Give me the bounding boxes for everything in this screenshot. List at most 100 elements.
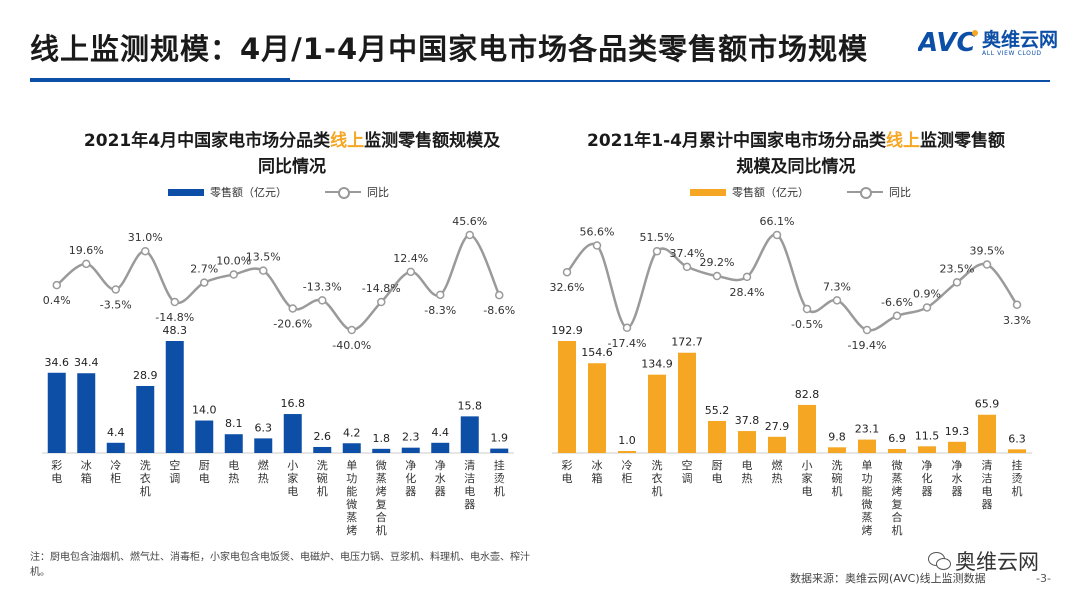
- yoy-value-label: 31.0%: [128, 231, 163, 244]
- yoy-point: [862, 325, 872, 335]
- legend-bar-swatch: [690, 188, 726, 196]
- bar-小家电: [283, 414, 302, 453]
- legend-bar-swatch: [168, 188, 204, 196]
- yoy-point: [377, 297, 386, 307]
- svg-text:AVC: AVC: [918, 28, 976, 58]
- yoy-point: [832, 296, 842, 305]
- bar-冷柜: [106, 442, 125, 453]
- right-chart-title-highlight: 线上: [886, 131, 921, 151]
- logo-text-cn: 奥维云网: [982, 29, 1059, 51]
- bar-value-label: 19.3: [945, 425, 970, 438]
- category-label-char: 器: [435, 485, 446, 498]
- category-label-char: 器: [405, 485, 416, 498]
- bar-洗碗机: [828, 447, 846, 453]
- yoy-value-label: 56.6%: [580, 226, 615, 239]
- avc-logo-mark-icon: AVC: [918, 28, 978, 58]
- category-label-char: 箱: [81, 471, 92, 485]
- bar-彩电: [558, 341, 576, 453]
- category-label-char: 电: [464, 485, 475, 498]
- yoy-value-label: -0.5%: [791, 318, 823, 331]
- bar-彩电: [47, 372, 66, 453]
- category-label-char: 烤: [862, 523, 873, 537]
- category-label-char: 机: [376, 523, 387, 537]
- category-label-char: 清: [464, 459, 475, 472]
- category-label-char: 家: [802, 471, 813, 485]
- category-label-char: 净: [922, 458, 933, 472]
- right-legend: 零售额（亿元） 同比: [690, 184, 911, 200]
- yoy-value-label: 51.5%: [640, 231, 675, 244]
- category-label-char: 衣: [652, 471, 663, 485]
- yoy-point: [406, 267, 415, 277]
- bar-空调: [165, 341, 184, 453]
- category-label-char: 洗: [140, 459, 151, 472]
- category-label-char: 冰: [592, 459, 603, 472]
- category-label-char: 洗: [832, 459, 843, 472]
- yoy-point: [652, 246, 662, 256]
- category-label-char: 化: [922, 471, 933, 485]
- category-label-char: 燃: [772, 458, 783, 472]
- bar-洗碗机: [313, 446, 332, 453]
- bar-value-label: 1.0: [618, 434, 636, 447]
- category-label-char: 电: [802, 485, 813, 498]
- category-label-char: 彩: [562, 459, 573, 472]
- yoy-value-label: 10.0%: [216, 255, 251, 268]
- bar-value-label: 37.8: [735, 414, 760, 427]
- bar-洗衣机: [648, 374, 666, 453]
- category-label-char: 冷: [110, 459, 121, 472]
- right-chart-title-part2: 监测零售额规模及同比情况: [736, 131, 1006, 177]
- yoy-value-label: -20.6%: [273, 317, 312, 330]
- bar-value-label: 11.5: [915, 429, 940, 442]
- yoy-point: [52, 280, 61, 290]
- category-label-char: 电: [228, 459, 239, 472]
- yoy-value-label: -17.4%: [608, 337, 647, 350]
- category-label-char: 电: [51, 472, 62, 485]
- category-label-char: 洗: [317, 459, 328, 472]
- category-label-char: 燃: [258, 458, 269, 472]
- category-label-char: 蒸: [862, 511, 873, 524]
- yoy-value-label: 39.5%: [970, 245, 1005, 258]
- category-label-char: 能: [346, 484, 357, 498]
- yoy-point: [436, 290, 445, 300]
- category-label-char: 机: [892, 523, 903, 537]
- yoy-value-label: 0.4%: [43, 294, 71, 307]
- bar-单功能微蒸烤: [858, 439, 876, 453]
- category-label-char: 小: [287, 459, 298, 472]
- category-label-char: 衣: [140, 471, 151, 485]
- category-label-char: 挂: [1012, 458, 1023, 472]
- yoy-value-label: 2.7%: [190, 263, 218, 276]
- bar-value-label: 134.9: [641, 358, 673, 371]
- category-label-char: 能: [862, 484, 873, 498]
- yoy-value-label: -14.8%: [155, 311, 194, 324]
- bar-微蒸烤复合机: [888, 448, 906, 453]
- left-chart: 34.6彩电34.4冰箱4.4冷柜28.9洗衣机48.3空调14.0厨电8.1电…: [42, 215, 515, 537]
- category-label-char: 电: [287, 485, 298, 498]
- yoy-point: [111, 285, 120, 294]
- bar-value-label: 154.6: [581, 346, 613, 359]
- bar-微蒸烤复合机: [372, 448, 391, 453]
- yoy-value-label: 28.4%: [730, 286, 765, 299]
- left-chart-title-highlight: 线上: [330, 131, 365, 151]
- category-label-char: 家: [287, 471, 298, 485]
- category-label-char: 机: [140, 484, 151, 498]
- category-label-char: 调: [682, 472, 693, 485]
- page-number: -3-: [1036, 572, 1051, 585]
- category-label-char: 功: [346, 472, 357, 485]
- bar-value-label: 6.3: [1008, 432, 1026, 445]
- legend-line-marker-icon: [325, 187, 361, 199]
- bar-洗衣机: [136, 385, 155, 453]
- yoy-value-label: -8.3%: [424, 304, 456, 317]
- wechat-account: 奥维云网: [928, 546, 1039, 576]
- category-label-char: 电: [982, 485, 993, 498]
- bar-value-label: 6.9: [888, 432, 906, 445]
- category-label-char: 冰: [81, 459, 92, 472]
- yoy-point: [495, 290, 504, 300]
- bar-净水器: [948, 441, 966, 453]
- bar-value-label: 1.8: [373, 432, 391, 445]
- bar-value-label: 6.3: [255, 421, 273, 434]
- category-label-char: 厨: [199, 459, 210, 472]
- bar-空调: [678, 352, 696, 453]
- category-label-char: 复: [376, 497, 387, 511]
- category-label-char: 碗: [317, 471, 328, 485]
- legend-bar-label: 零售额（亿元）: [732, 186, 809, 199]
- yoy-point: [592, 241, 602, 250]
